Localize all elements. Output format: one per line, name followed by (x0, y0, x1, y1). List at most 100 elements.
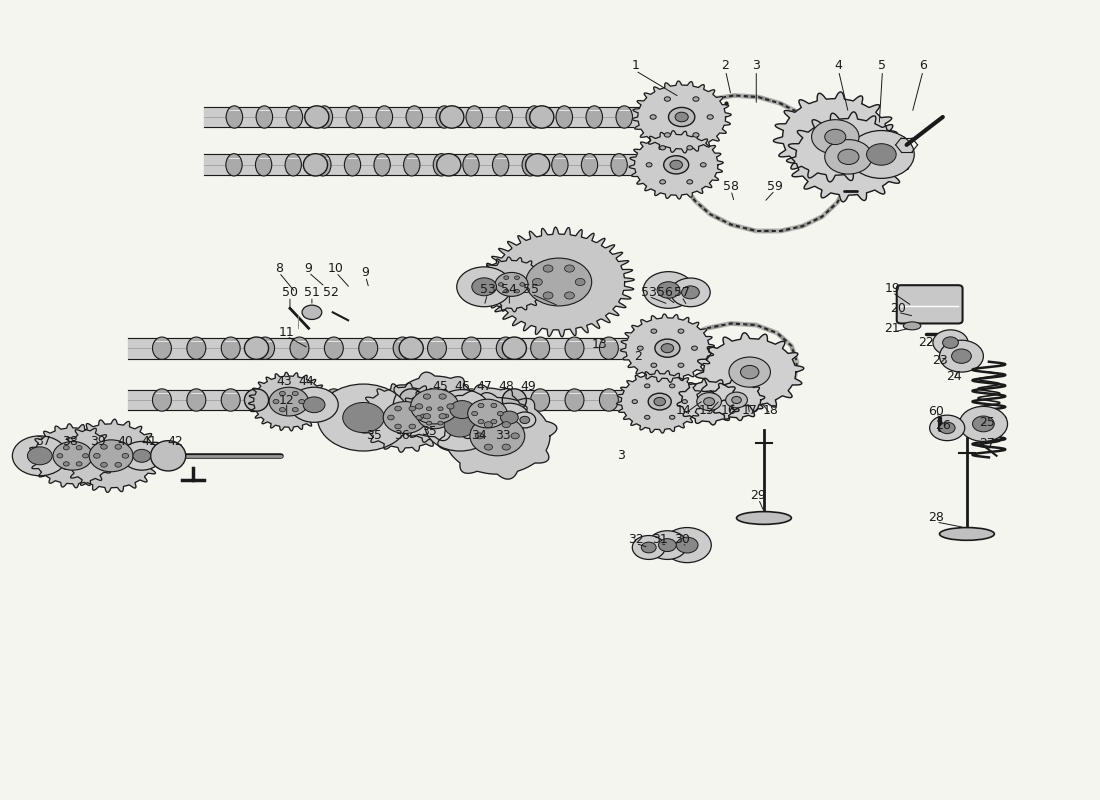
Ellipse shape (437, 154, 461, 176)
Circle shape (664, 133, 671, 137)
Ellipse shape (305, 106, 329, 128)
Text: 17: 17 (741, 404, 758, 417)
Text: 1: 1 (631, 58, 639, 72)
Circle shape (417, 403, 452, 429)
Circle shape (416, 404, 422, 409)
Circle shape (670, 384, 675, 388)
Text: 50: 50 (282, 286, 298, 299)
Text: 52: 52 (322, 286, 339, 299)
Circle shape (943, 337, 958, 348)
Circle shape (512, 433, 519, 439)
Circle shape (661, 344, 673, 353)
Ellipse shape (255, 389, 275, 411)
Circle shape (64, 462, 69, 466)
Ellipse shape (466, 106, 483, 128)
Circle shape (660, 180, 666, 184)
Circle shape (678, 363, 684, 367)
Text: 5: 5 (879, 58, 887, 72)
Ellipse shape (221, 337, 240, 359)
Ellipse shape (556, 106, 572, 128)
Circle shape (740, 366, 759, 378)
Circle shape (76, 462, 82, 466)
Circle shape (270, 387, 309, 416)
Circle shape (57, 454, 63, 458)
Circle shape (660, 146, 666, 150)
Circle shape (939, 340, 983, 372)
Circle shape (498, 282, 504, 286)
Ellipse shape (436, 106, 452, 128)
Ellipse shape (393, 337, 412, 359)
Ellipse shape (462, 389, 481, 411)
Circle shape (693, 133, 698, 137)
Text: 59: 59 (767, 180, 783, 193)
Circle shape (290, 387, 338, 422)
Polygon shape (60, 419, 162, 492)
Circle shape (495, 273, 528, 296)
Circle shape (420, 414, 426, 418)
Ellipse shape (227, 106, 243, 128)
Circle shape (648, 530, 688, 559)
Text: 24: 24 (946, 370, 961, 382)
Text: 55: 55 (524, 283, 539, 297)
Circle shape (686, 180, 693, 184)
Circle shape (122, 454, 129, 458)
Circle shape (456, 267, 512, 306)
Ellipse shape (939, 527, 994, 540)
Circle shape (701, 162, 706, 167)
Text: 20: 20 (890, 302, 905, 315)
Circle shape (478, 403, 484, 408)
Circle shape (972, 416, 994, 432)
Circle shape (825, 140, 872, 174)
Ellipse shape (428, 389, 447, 411)
Ellipse shape (221, 389, 240, 411)
Circle shape (122, 442, 162, 470)
Ellipse shape (406, 106, 422, 128)
Circle shape (484, 444, 493, 450)
Circle shape (959, 406, 1008, 442)
Text: 43: 43 (276, 375, 293, 388)
Polygon shape (695, 333, 804, 411)
Circle shape (515, 276, 519, 279)
Circle shape (434, 390, 490, 430)
Ellipse shape (503, 389, 527, 411)
Text: 53: 53 (641, 286, 657, 299)
Ellipse shape (903, 322, 921, 330)
Circle shape (497, 411, 504, 416)
Text: 23: 23 (932, 354, 947, 366)
Ellipse shape (526, 154, 550, 176)
Text: 9: 9 (305, 262, 312, 275)
Circle shape (515, 290, 519, 293)
Polygon shape (474, 257, 549, 312)
Text: 29: 29 (750, 489, 767, 502)
Polygon shape (708, 379, 764, 421)
Circle shape (116, 445, 121, 450)
Circle shape (89, 440, 133, 472)
Circle shape (696, 393, 722, 410)
Text: 3: 3 (617, 450, 625, 462)
Circle shape (663, 156, 689, 174)
Circle shape (468, 399, 507, 428)
Circle shape (427, 422, 431, 425)
Text: 53: 53 (480, 283, 495, 297)
Polygon shape (438, 393, 557, 479)
Circle shape (659, 538, 676, 551)
Polygon shape (773, 92, 898, 182)
Circle shape (632, 400, 637, 403)
Circle shape (439, 414, 447, 419)
Circle shape (447, 404, 454, 409)
FancyBboxPatch shape (896, 286, 962, 323)
Text: 8: 8 (275, 262, 283, 275)
Text: 48: 48 (498, 380, 514, 393)
Circle shape (475, 433, 484, 439)
Circle shape (439, 394, 447, 399)
Circle shape (273, 399, 279, 404)
Circle shape (416, 415, 422, 420)
Circle shape (491, 419, 497, 424)
Ellipse shape (324, 389, 343, 411)
Ellipse shape (522, 154, 538, 176)
Circle shape (692, 346, 697, 350)
Circle shape (654, 339, 680, 358)
Circle shape (409, 406, 416, 411)
Circle shape (952, 349, 971, 363)
Circle shape (302, 305, 322, 319)
